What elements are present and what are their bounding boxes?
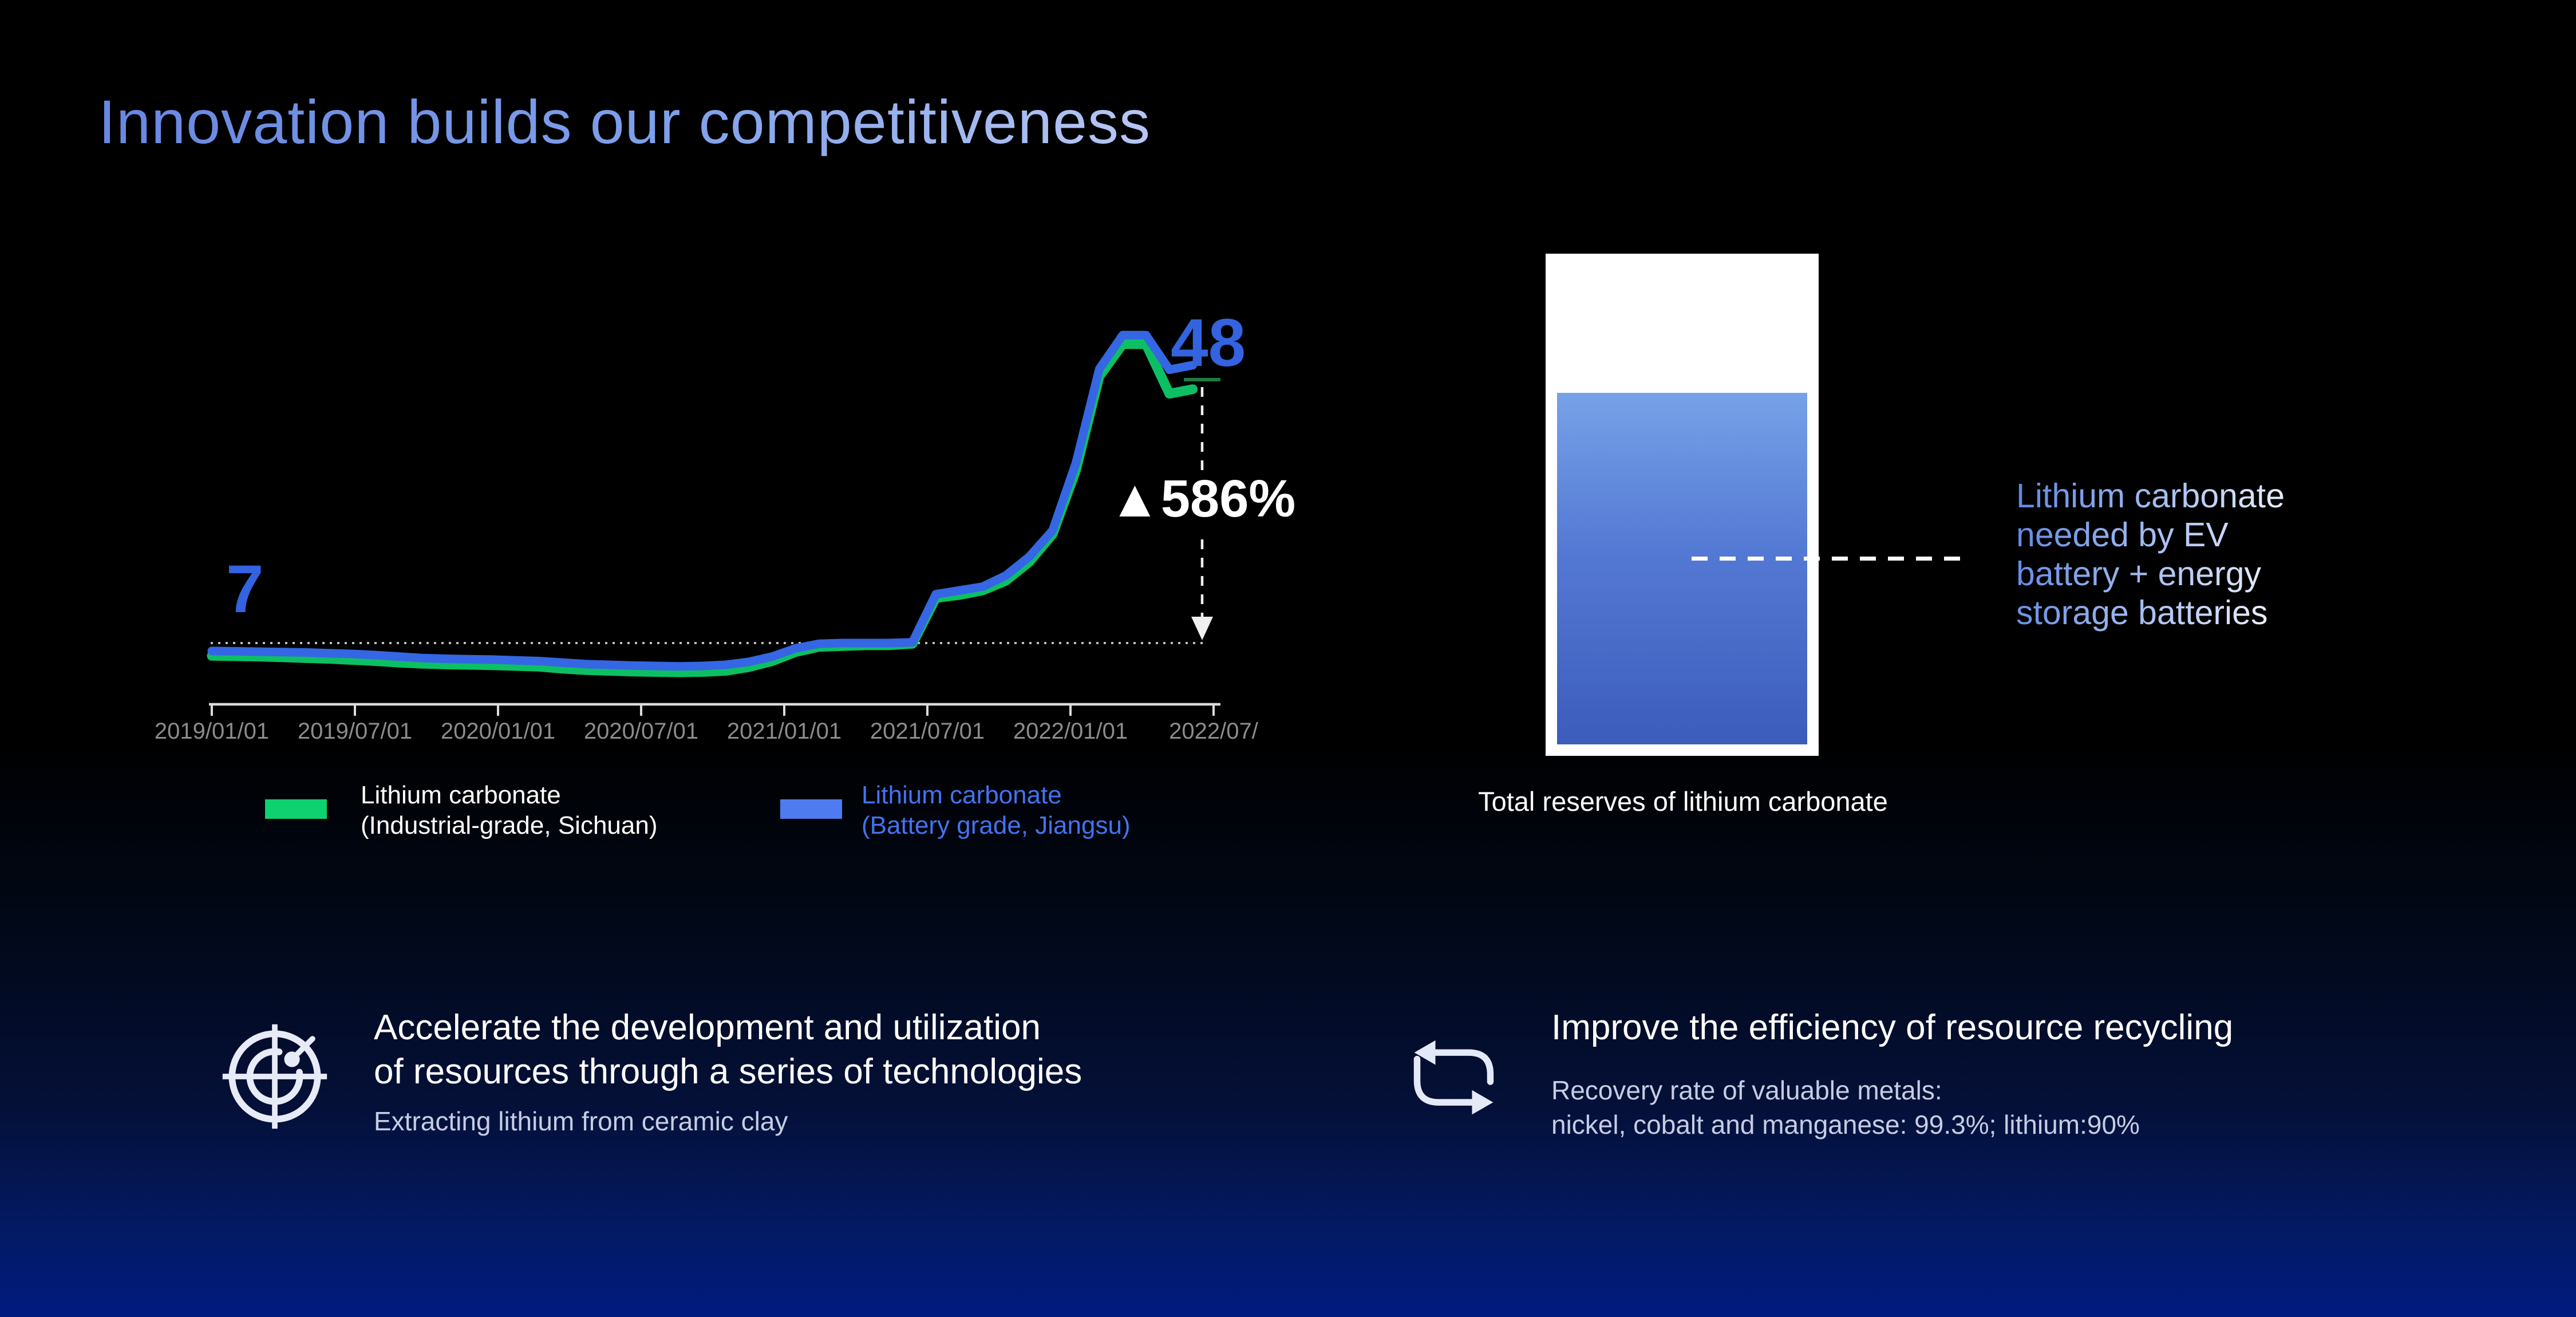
x-tick-label: 2020/07/01 [583, 719, 699, 744]
x-tick-label: 2020/01/01 [440, 719, 556, 744]
x-tick-label: 2022/07/ [1169, 719, 1258, 744]
feature-subtitle-development: Extracting lithium from ceramic clay [374, 1104, 788, 1138]
legend-swatch-battery-grade [780, 799, 842, 819]
recycle-arrowhead-right [1472, 1090, 1494, 1115]
feature-subtitle-line: Recovery rate of valuable metals: [1551, 1075, 1942, 1105]
reserves-caption: Total reserves of lithium carbonate [1478, 786, 1888, 817]
x-tick-label: 2021/01/01 [726, 719, 842, 744]
feature-subtitle-line: Extracting lithium from ceramic clay [374, 1106, 788, 1136]
change-arrow [1191, 387, 1213, 640]
radar-icon [222, 1024, 327, 1129]
reserves-gauge-fill [1557, 393, 1807, 744]
reserves-description-line: storage batteries [2016, 594, 2268, 632]
reserves-description-line: Lithium carbonate [2016, 477, 2285, 515]
feature-title-recycling: Improve the efficiency of resource recyc… [1551, 1006, 2233, 1050]
legend-label-line: Lithium carbonate [361, 781, 561, 809]
x-tick-label: 2019/01/01 [154, 719, 270, 744]
radar-blip-dot [284, 1051, 300, 1067]
percent-change-label: ▲586% [1108, 470, 1296, 528]
price-chart-canvas [207, 330, 1220, 716]
reserves-dashed-connector [1692, 557, 1965, 561]
x-tick-label: 2019/07/01 [297, 719, 413, 744]
recycle-arrowhead-left [1414, 1040, 1436, 1065]
x-tick-label: 2022/01/01 [1013, 719, 1128, 744]
start-value-label: 7 [226, 551, 264, 627]
feature-subtitle-recycling: Recovery rate of valuable metals: nickel… [1551, 1073, 2140, 1142]
feature-title-line: Accelerate the development and utilizati… [374, 1008, 1041, 1047]
reserves-description-line: needed by EV [2016, 516, 2229, 554]
series-line-battery [207, 330, 1198, 671]
page-title: Innovation builds our competitiveness [98, 87, 1151, 156]
legend-label-line: (Industrial-grade, Sichuan) [361, 811, 658, 839]
feature-subtitle-line: nickel, cobalt and manganese: 99.3%; lit… [1551, 1110, 2140, 1139]
reserves-gauge-container [1546, 254, 1819, 756]
legend-label-industrial-grade: Lithium carbonate (Industrial-grade, Sic… [361, 780, 657, 841]
peak-value-label: 48 [1171, 305, 1246, 381]
recycle-icon [1413, 1040, 1494, 1115]
legend-label-battery-grade: Lithium carbonate (Battery grade, Jiangs… [862, 780, 1131, 841]
legend-label-line: Lithium carbonate [862, 781, 1062, 809]
feature-title-line: of resources through a series of technol… [374, 1052, 1082, 1091]
x-tick-label: 2021/07/01 [870, 719, 985, 744]
feature-title-development: Accelerate the development and utilizati… [374, 1006, 1082, 1094]
legend-swatch-industrial-grade [265, 799, 327, 819]
chart-series-lines [207, 330, 1198, 677]
arrowhead-down-icon [1191, 617, 1213, 640]
legend-label-line: (Battery grade, Jiangsu) [862, 811, 1131, 839]
reserves-description-line: battery + energy [2016, 555, 2262, 593]
price-chart: 7 48 ▲586% 2019/01/01 2019/07/01 2020/01/0… [155, 275, 1368, 790]
feature-title-line: Improve the efficiency of resource recyc… [1551, 1008, 2234, 1047]
reserves-description: Lithium carbonate needed by EV battery +… [2016, 476, 2285, 632]
x-axis [209, 703, 1220, 716]
